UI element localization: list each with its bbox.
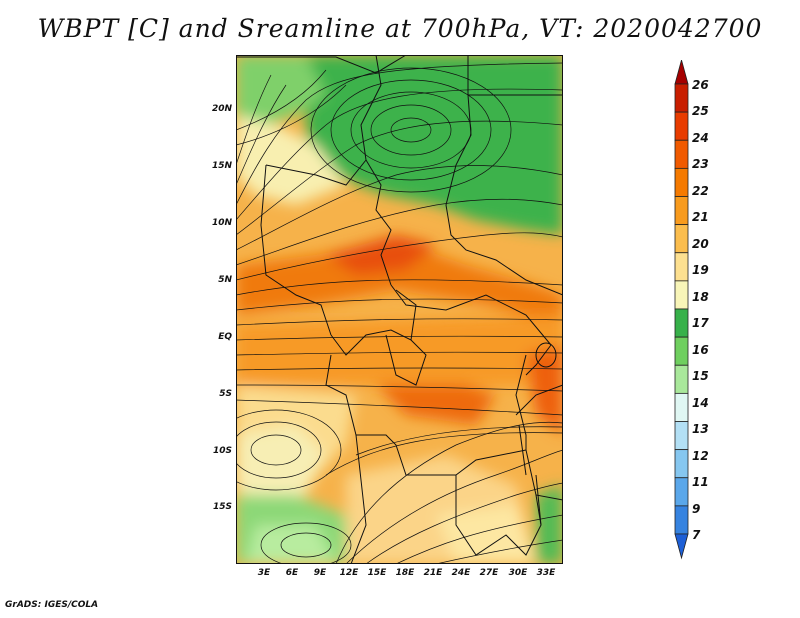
colorbar-label: 24 — [692, 130, 709, 145]
lon-tick: 27E — [479, 568, 499, 578]
colorbar-label: 15 — [692, 369, 709, 384]
map-panel — [236, 55, 563, 564]
lat-tick: 15S — [212, 502, 232, 512]
lon-tick: 3E — [257, 568, 271, 578]
colorbar-label: 12 — [692, 448, 709, 463]
lat-tick: 15N — [211, 161, 232, 171]
lon-tick: 15E — [367, 568, 387, 578]
lon-tick: 30E — [508, 568, 528, 578]
lon-tick: 24E — [451, 568, 471, 578]
lat-tick: 10S — [212, 446, 232, 456]
lon-tick: 18E — [395, 568, 415, 578]
colorbar-label: 19 — [692, 263, 709, 278]
colorbar-segment — [674, 505, 689, 535]
map-frame — [236, 55, 563, 564]
colorbar-label: 14 — [692, 395, 709, 410]
wbpt-field — [236, 55, 563, 564]
colorbar-segment — [674, 139, 689, 169]
colorbar-segment — [674, 308, 689, 338]
lon-tick: 9E — [313, 568, 327, 578]
colorbar-label: 26 — [692, 78, 709, 92]
colorbar-segment — [674, 364, 689, 394]
colorbar-label: 13 — [692, 422, 709, 437]
colorbar-label: 16 — [692, 342, 709, 357]
colorbar-segment — [674, 252, 689, 282]
colorbar-segment — [674, 224, 689, 254]
colorbar-segment — [674, 477, 689, 507]
colorbar-segment — [674, 392, 689, 422]
colorbar-label: 21 — [692, 210, 709, 225]
colorbar-top-arrow — [674, 60, 689, 85]
colorbar-segment — [674, 111, 689, 141]
lon-tick: 21E — [423, 568, 443, 578]
colorbar-segment — [674, 421, 689, 451]
colorbar-segment — [674, 167, 689, 197]
lon-tick: 12E — [339, 568, 359, 578]
colorbar-label: 25 — [692, 104, 709, 119]
colorbar-segment — [674, 196, 689, 226]
colorbar-label: 17 — [692, 316, 709, 331]
footer-credit: GrADS: IGES/COLA — [5, 600, 99, 610]
colorbar-label: 7 — [692, 528, 701, 542]
colorbar-label: 23 — [692, 157, 709, 172]
colorbar-segment — [674, 449, 689, 479]
lakes — [518, 342, 557, 526]
colorbar-label: 18 — [692, 289, 709, 304]
map-canvas — [236, 55, 563, 564]
lat-tick: EQ — [218, 332, 232, 342]
chart-title: WBPT [C] and Sreamline at 700hPa, VT: 20… — [37, 14, 763, 43]
lat-tick: 20N — [211, 104, 232, 114]
colorbar-label: 22 — [692, 183, 709, 198]
lat-tick: 5N — [218, 275, 232, 285]
colorbar-label: 9 — [692, 501, 701, 516]
colorbar — [674, 60, 689, 560]
lon-tick: 33E — [536, 568, 556, 578]
colorbar-segment — [674, 336, 689, 366]
colorbar-segment — [674, 83, 689, 113]
colorbar-label: 11 — [692, 475, 709, 490]
lat-tick: 10N — [211, 218, 232, 228]
colorbar-label: 20 — [692, 236, 709, 251]
lon-tick: 6E — [285, 568, 299, 578]
colorbar-segment — [674, 280, 689, 310]
lat-tick: 5S — [219, 389, 232, 399]
colorbar-bottom-arrow — [674, 533, 689, 560]
country-borders — [236, 55, 563, 564]
